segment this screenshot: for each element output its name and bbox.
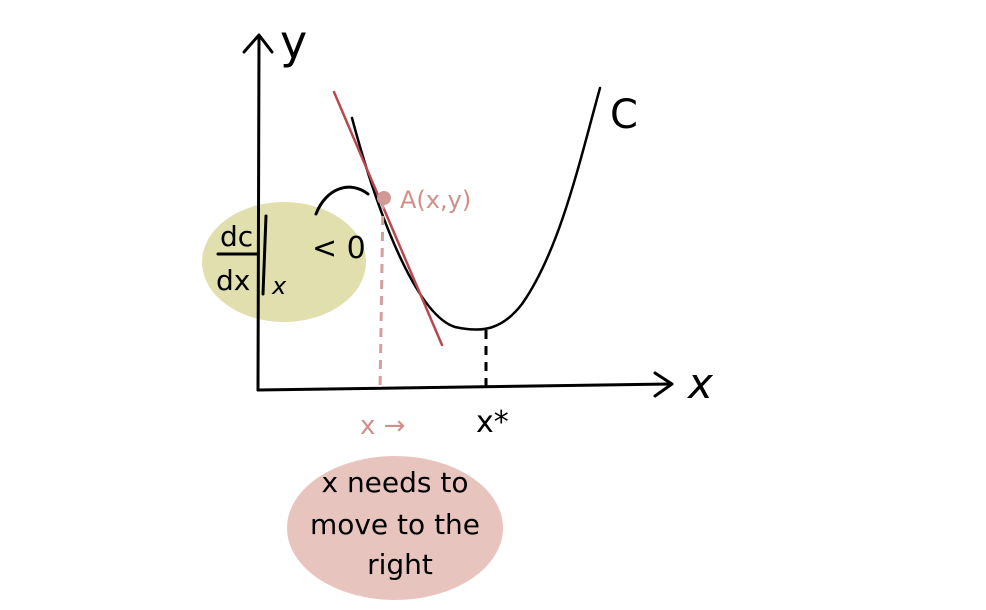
x-axis-label: x	[686, 359, 714, 408]
y-axis-label: y	[280, 15, 307, 69]
pointer-arc	[314, 185, 370, 216]
evaluation-bar	[261, 214, 268, 296]
point-a	[377, 191, 391, 205]
point-drop-line	[378, 199, 385, 393]
y-axis-arrowhead	[242, 33, 274, 54]
note-line-3: right	[367, 548, 433, 581]
derivative-subscript: x	[271, 272, 287, 300]
note-line-1: x needs to	[321, 466, 468, 499]
derivative-relation: < 0	[312, 231, 366, 266]
x-axis	[256, 382, 672, 392]
y-axis	[256, 36, 261, 392]
note-line-2: move to the	[310, 508, 480, 541]
curve-c	[350, 86, 602, 331]
tangent-line	[332, 90, 444, 347]
point-a-label: A(x,y)	[400, 186, 471, 214]
derivative-highlight	[202, 202, 366, 322]
x-star-label: x*	[476, 405, 509, 440]
curve-label: C	[610, 92, 638, 138]
derivative-numerator: dc	[220, 220, 253, 253]
note-highlight	[287, 456, 503, 600]
derivative-denominator: dx	[216, 264, 250, 297]
x-position-marker: x →	[360, 411, 405, 441]
x-axis-arrowhead	[653, 371, 674, 398]
